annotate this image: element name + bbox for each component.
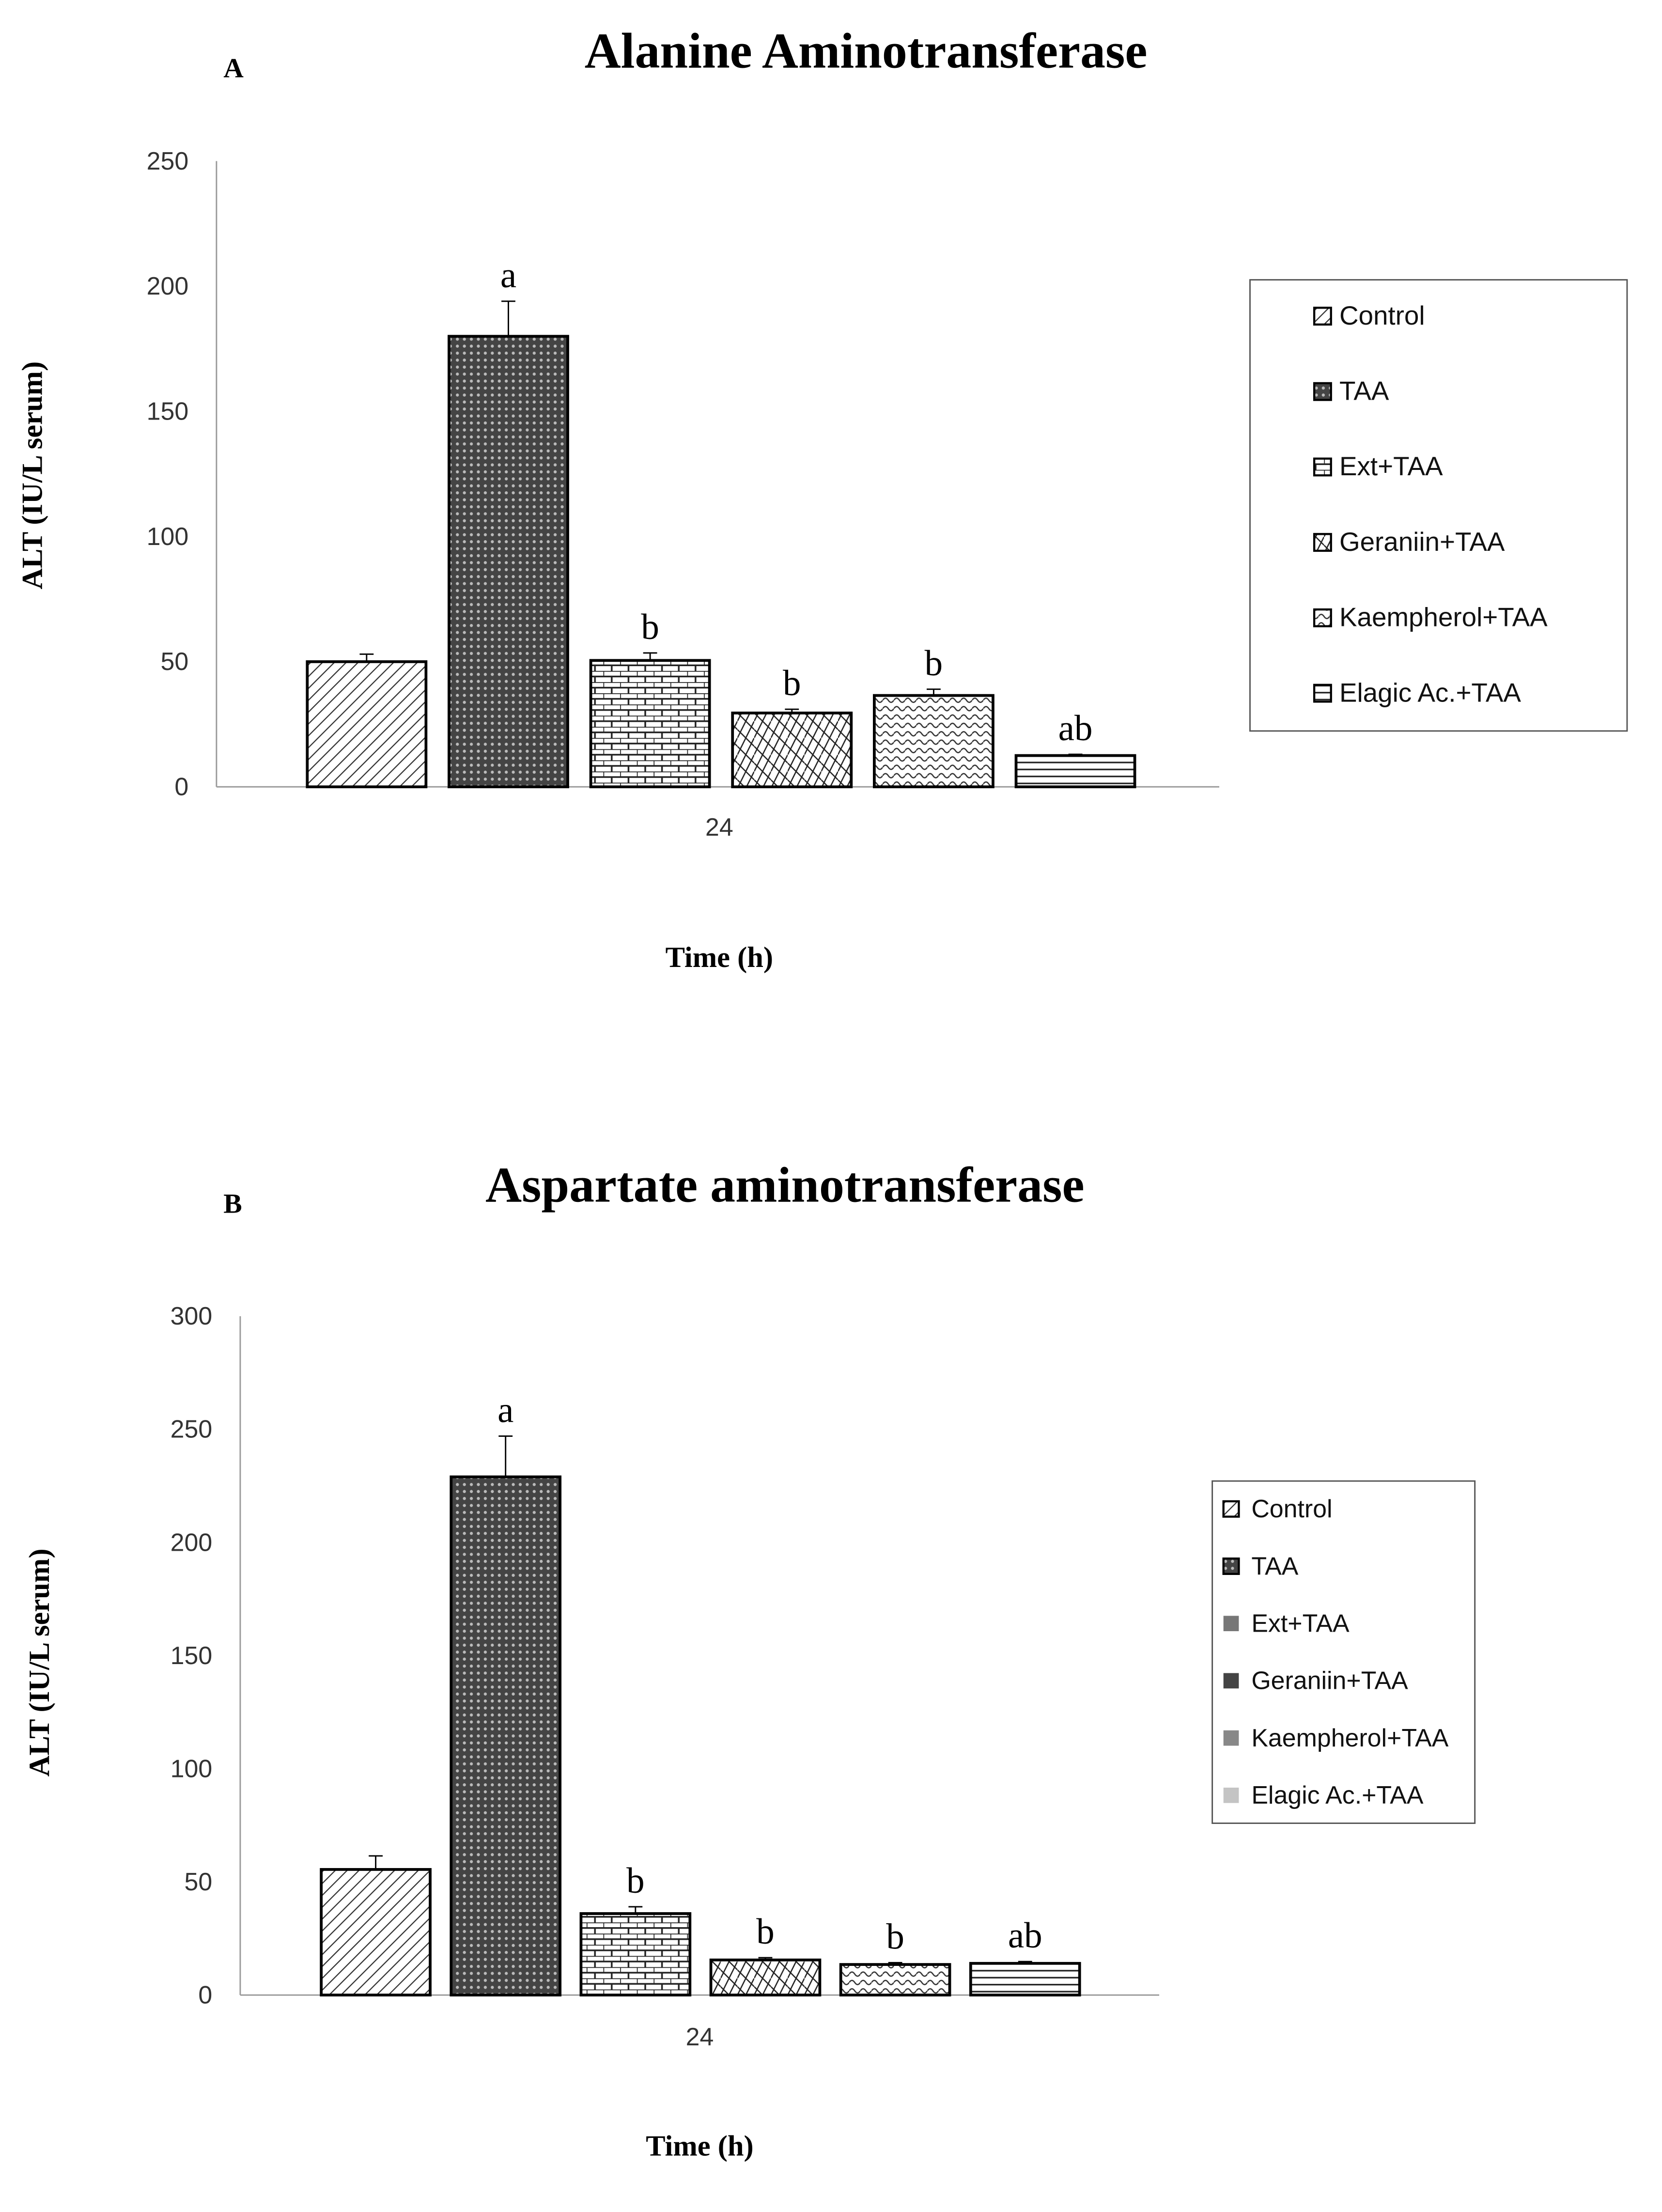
y-tick-label: 200	[147, 272, 189, 300]
y-axis-label: ALT (IU/L serum)	[16, 361, 48, 590]
legend-entry: Ext+TAA	[1251, 1609, 1350, 1637]
y-tick-label: 50	[161, 647, 189, 675]
legend-swatch	[1313, 533, 1332, 552]
legend-swatch	[1222, 1557, 1240, 1575]
legend-swatch	[1222, 1500, 1240, 1518]
legend-swatch	[1313, 307, 1332, 326]
legend-swatch	[1223, 1673, 1239, 1689]
y-tick-label: 300	[171, 1302, 213, 1330]
y-tick-label: 150	[147, 397, 189, 425]
bar-taa	[450, 1475, 562, 1997]
legend-swatch	[1313, 684, 1332, 703]
bar-kaempherol-taa	[839, 1963, 951, 1997]
significance-label: b	[756, 1912, 774, 1952]
legend-entry: Geraniin+TAA	[1339, 527, 1505, 557]
significance-label: ab	[1058, 708, 1093, 748]
legend-entry: Elagic Ac.+TAA	[1251, 1781, 1424, 1809]
significance-label: b	[925, 643, 943, 684]
legend-swatch	[1313, 382, 1332, 401]
significance-label: a	[497, 1390, 513, 1431]
y-tick-label: 100	[171, 1754, 213, 1782]
y-tick-label: 0	[174, 772, 188, 800]
y-tick-label: 50	[185, 1868, 213, 1896]
panel-label: B	[223, 1189, 242, 1219]
y-tick-label: 0	[198, 1980, 212, 2009]
y-tick-label: 250	[147, 147, 189, 175]
legend-entry: Control	[1339, 300, 1425, 330]
legend-swatch	[1313, 457, 1332, 477]
y-axis-label: ALT (IU/L serum)	[23, 1549, 56, 1777]
chart-title: Aspartate aminotransferase	[485, 1157, 1084, 1213]
bar-geraniin-taa	[709, 1958, 822, 1997]
significance-label: ab	[1008, 1916, 1042, 1956]
significance-label: a	[500, 255, 516, 296]
bar-control	[320, 1868, 432, 1997]
legend-entry: Control	[1251, 1495, 1332, 1523]
panel-a: A Alanine Aminotransferase 0 50 100 150 200 250…	[16, 23, 1628, 974]
legend-entry: Kaempherol+TAA	[1339, 602, 1548, 632]
y-tick-label: 100	[147, 522, 189, 550]
legend-entry: TAA	[1339, 376, 1389, 406]
legend-entry: Ext+TAA	[1339, 451, 1443, 481]
panel-label: A	[223, 53, 244, 84]
bar-control	[306, 660, 428, 789]
y-tick-label: 200	[171, 1528, 213, 1556]
x-axis-label: Time (h)	[646, 2130, 754, 2163]
panel-b: B Aspartate aminotransferase 0 50 100 150 200 2…	[23, 1157, 1476, 2163]
y-tick-label: 150	[171, 1641, 213, 1669]
x-tick-label: 24	[686, 2023, 714, 2051]
legend-entry: TAA	[1251, 1552, 1298, 1580]
bar-ext-taa	[579, 1912, 692, 1997]
x-axis-label: Time (h)	[666, 941, 774, 974]
legend-swatch	[1223, 1616, 1239, 1632]
legend-swatch	[1313, 608, 1332, 627]
bar-elagic-ac-taa	[1014, 754, 1136, 789]
legend	[1249, 279, 1628, 732]
bar-geraniin-taa	[731, 711, 853, 789]
legend-entry: Elagic Ac.+TAA	[1339, 677, 1521, 707]
significance-label: b	[886, 1917, 904, 1957]
y-tick-label: 250	[171, 1415, 213, 1443]
legend-swatch	[1223, 1730, 1239, 1746]
bar-elagic-ac-taa	[969, 1962, 1081, 1997]
bar-taa	[448, 335, 569, 789]
x-tick-label: 24	[705, 813, 733, 841]
bar-ext-taa	[589, 659, 711, 789]
significance-label: b	[783, 663, 801, 703]
legend-entry: Geraniin+TAA	[1251, 1667, 1408, 1695]
chart-title: Alanine Aminotransferase	[585, 23, 1148, 78]
significance-label: b	[626, 1861, 644, 1901]
bar-kaempherol-taa	[872, 694, 994, 789]
legend-swatch	[1223, 1787, 1239, 1803]
significance-label: b	[641, 607, 659, 647]
legend	[1212, 1480, 1476, 1824]
legend-entry: Kaempherol+TAA	[1251, 1724, 1448, 1752]
